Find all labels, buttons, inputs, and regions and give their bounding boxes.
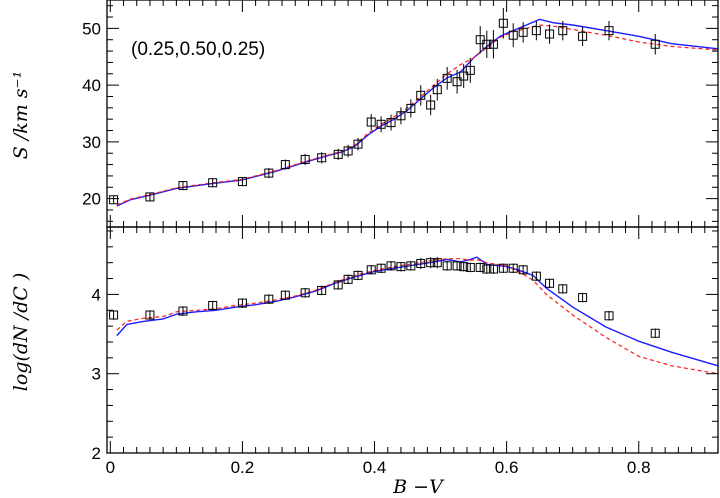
data-point bbox=[498, 263, 508, 273]
data-point bbox=[459, 71, 469, 81]
data-point bbox=[518, 265, 528, 275]
data-point bbox=[416, 90, 426, 100]
data-point bbox=[376, 263, 386, 273]
x-tick-label: 0 bbox=[106, 458, 115, 477]
data-point bbox=[545, 278, 555, 288]
data-point bbox=[343, 274, 353, 284]
data-point bbox=[280, 160, 290, 170]
data-point bbox=[604, 311, 614, 321]
data-point bbox=[333, 149, 343, 159]
y-tick-label: 2 bbox=[92, 444, 101, 463]
data-point bbox=[432, 258, 442, 268]
x-tick-labels: 0 0.2 0.4 0.6 0.8 bbox=[106, 458, 651, 477]
data-point bbox=[406, 103, 416, 113]
data-point bbox=[366, 265, 376, 275]
data-point bbox=[178, 181, 188, 191]
top-panel: 20 30 40 50 (0.25,0.50,0.25) S /km s⁻¹ bbox=[10, 0, 719, 228]
data-point bbox=[300, 154, 310, 164]
data-point bbox=[109, 310, 119, 320]
y-tick-label: 3 bbox=[92, 365, 101, 384]
data-point bbox=[508, 30, 518, 40]
data-point bbox=[300, 288, 310, 298]
data-point bbox=[386, 118, 396, 128]
y-tick-label: 4 bbox=[92, 285, 101, 304]
data-point bbox=[145, 310, 155, 320]
dashed-model-curve bbox=[116, 258, 719, 375]
data-point bbox=[396, 262, 406, 272]
x-tick-label: 0.6 bbox=[495, 458, 519, 477]
x-tick-label: 0.2 bbox=[231, 458, 255, 477]
data-point bbox=[109, 195, 119, 205]
data-point bbox=[482, 264, 492, 274]
data-point bbox=[558, 26, 568, 36]
data-point bbox=[498, 18, 508, 28]
data-point bbox=[264, 294, 274, 304]
y-tick-label: 40 bbox=[82, 76, 101, 95]
data-point bbox=[459, 262, 469, 272]
data-point bbox=[518, 27, 528, 37]
y-tick-label: 30 bbox=[82, 133, 101, 152]
data-point bbox=[531, 26, 541, 36]
data-point bbox=[416, 258, 426, 268]
data-point bbox=[465, 65, 475, 75]
bottom-ylabel: log(dN /dC ) bbox=[10, 273, 32, 391]
y-tick-label: 20 bbox=[82, 190, 101, 209]
solid-model-curve bbox=[116, 256, 719, 367]
x-tick-label: 0.4 bbox=[363, 458, 387, 477]
data-point bbox=[475, 262, 485, 272]
data-point bbox=[317, 153, 327, 163]
data-point bbox=[531, 271, 541, 281]
data-point bbox=[452, 77, 462, 87]
data-point bbox=[386, 261, 396, 271]
data-point bbox=[343, 146, 353, 156]
data-point bbox=[178, 306, 188, 316]
bottom-panel: 2 3 4 log(dN /dC ) bbox=[10, 226, 719, 463]
data-point bbox=[482, 39, 492, 49]
data-point bbox=[317, 285, 327, 295]
data-point bbox=[426, 100, 436, 110]
data-point bbox=[426, 258, 436, 268]
data-point bbox=[465, 262, 475, 272]
data-point bbox=[280, 290, 290, 300]
data-point bbox=[488, 264, 498, 274]
data-point bbox=[442, 261, 452, 271]
data-point bbox=[488, 39, 498, 49]
data-point bbox=[578, 293, 588, 303]
data-point bbox=[208, 178, 218, 188]
data-point bbox=[353, 139, 363, 149]
data-point bbox=[475, 35, 485, 45]
data-point bbox=[366, 117, 376, 127]
data-point bbox=[353, 270, 363, 280]
data-point bbox=[508, 263, 518, 273]
data-point bbox=[145, 192, 155, 202]
data-point bbox=[406, 261, 416, 271]
data-point bbox=[558, 284, 568, 294]
data-point bbox=[545, 29, 555, 39]
x-axis-label: B −V bbox=[392, 476, 445, 498]
data-point bbox=[650, 39, 660, 49]
data-point bbox=[237, 298, 247, 308]
x-tick-label: 0.8 bbox=[627, 458, 651, 477]
data-point bbox=[376, 119, 386, 129]
data-point bbox=[578, 31, 588, 41]
data-point bbox=[452, 261, 462, 271]
data-point bbox=[442, 73, 452, 83]
data-point bbox=[650, 328, 660, 338]
data-point bbox=[333, 280, 343, 290]
data-point bbox=[237, 177, 247, 187]
data-point bbox=[432, 85, 442, 95]
data-point bbox=[264, 168, 274, 178]
data-point bbox=[604, 26, 614, 36]
data-point bbox=[208, 301, 218, 311]
bottom-panel-frame bbox=[106, 226, 719, 454]
top-ylabel: S /km s⁻¹ bbox=[10, 71, 32, 159]
y-tick-label: 50 bbox=[82, 19, 101, 38]
data-point bbox=[396, 111, 406, 121]
panel-annotation: (0.25,0.50,0.25) bbox=[131, 39, 265, 60]
